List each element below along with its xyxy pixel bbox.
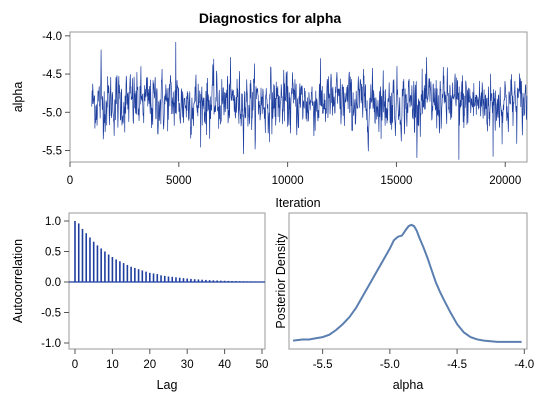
acf-xlabel: Lag xyxy=(157,378,178,392)
density-ylabel: Posterior Density xyxy=(274,233,288,329)
trace-line xyxy=(91,41,528,160)
trace-xtick-label: 15000 xyxy=(380,175,412,187)
acf-xtick-label: 0 xyxy=(72,359,78,371)
density-xtick-label: -4.0 xyxy=(514,359,534,371)
density-xtick-label: -5.0 xyxy=(380,359,400,371)
trace-ytick-label: -5.5 xyxy=(42,146,62,158)
acf-xtick-label: 30 xyxy=(181,359,194,371)
acf-ylabel: Autocorrelation xyxy=(11,239,25,323)
density-curve xyxy=(292,223,522,343)
acf-ytick-label: 1.0 xyxy=(45,216,61,228)
acf-ytick-label: -1.0 xyxy=(41,338,61,350)
density-xlabel: alpha xyxy=(393,378,424,392)
trace-xtick-label: 0 xyxy=(67,175,73,187)
acf-panel: 0 10 20 30 40 50 1.0 0.5 0.0 -0.5 -1.0 Autocorrela… xyxy=(11,212,269,392)
acf-ytick-label: 0.5 xyxy=(45,247,61,259)
trace-xtick-label: 10000 xyxy=(272,175,304,187)
trace-xtick-label: 20000 xyxy=(489,175,521,187)
density-xtick-label: -5.5 xyxy=(313,359,333,371)
acf-xtick-label: 20 xyxy=(143,359,156,371)
density-panel: -5.5 -5.0 -4.5 -4.0 Posterior Density alpha xyxy=(274,212,534,392)
density-frame xyxy=(288,212,528,350)
acf-xtick-label: 50 xyxy=(256,359,269,371)
trace-xlabel: Iteration xyxy=(275,196,320,210)
trace-ytick-label: -5.0 xyxy=(42,107,62,119)
trace-ytick-label: -4.5 xyxy=(42,69,62,81)
acf-bars xyxy=(69,221,265,283)
trace-series xyxy=(91,41,528,160)
acf-frame xyxy=(68,212,266,350)
acf-xtick-label: 10 xyxy=(106,359,119,371)
trace-xtick-label: 5000 xyxy=(166,175,192,187)
trace-panel: 0 5000 10000 15000 20000 -4.0 -4.5 -5.0 -5.5 alp… xyxy=(11,31,528,210)
density-xtick-label: -4.5 xyxy=(447,359,467,371)
acf-ytick-label: -0.5 xyxy=(41,308,61,320)
trace-ylabel: alpha xyxy=(11,82,25,113)
figure-title: Diagnostics for alpha xyxy=(199,10,342,26)
acf-ytick-label: 0.0 xyxy=(45,277,61,289)
acf-xtick-label: 40 xyxy=(218,359,231,371)
trace-ytick-label: -4.0 xyxy=(42,31,62,43)
